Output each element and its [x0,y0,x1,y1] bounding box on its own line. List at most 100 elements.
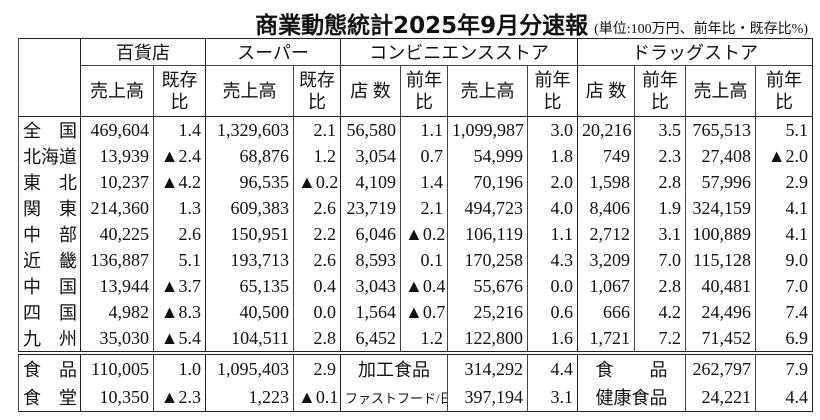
value-cell: 0.6 [527,299,578,325]
value-cell: 0.1 [400,247,448,273]
value-cell: 2.9 [755,169,813,195]
header: 商業動態統計2025年9月分速報 (単位:100万円、前年比・既存比%) [255,6,808,40]
value-cell: 1.2 [400,325,448,353]
category-label: 食 品 [577,351,686,383]
value-cell: 0.4 [292,273,341,299]
value-cell: ▲2.3 [153,383,206,412]
value-cell: ▲0.7 [400,299,448,325]
value-cell: 666 [577,299,635,325]
value-cell: ▲8.3 [153,299,206,325]
value-cell: 40,500 [205,299,294,325]
value-cell: 469,604 [80,116,154,143]
region-label: 中 部 [18,221,81,247]
header-row: 百貨店 スーパー コンビニエンスストア ドラッグストア [18,38,813,117]
value-cell: 1.4 [153,116,206,143]
category-label: 食 品 [18,351,81,383]
data-row: 中 国 13,944 ▲3.7 65,135 0.4 3,043 ▲0.4 55,676 0.0… [18,273,813,299]
column-header: 売上高 [80,65,154,117]
value-cell: 1.1 [400,116,448,143]
value-cell: 1,095,403 [205,351,294,383]
value-cell: 6,046 [340,221,401,247]
value-cell: ▲0.4 [400,273,448,299]
value-cell: 1,099,987 [447,116,528,143]
category-label: 健康食品 [577,383,686,412]
value-cell: 40,225 [80,221,154,247]
value-cell: 214,360 [80,195,154,221]
region-label: 北海道 [18,143,81,169]
column-header: 売上高 [205,65,294,117]
value-cell: 57,996 [685,169,756,195]
value-cell: ▲0.1 [292,383,341,412]
value-cell: 1.0 [153,351,206,383]
column-header: 前年比 [527,65,578,117]
value-cell: 609,383 [205,195,294,221]
value-cell: 96,535 [205,169,294,195]
value-cell: 5.1 [755,116,813,143]
value-cell: 7.4 [755,299,813,325]
value-cell: 2.9 [292,351,341,383]
value-cell: 13,944 [80,273,154,299]
value-cell: 2.8 [634,169,686,195]
value-cell: 4.0 [527,195,578,221]
value-cell: 8,406 [577,195,635,221]
value-cell: 2.1 [400,195,448,221]
column-header: 店 数 [340,65,401,117]
value-cell: 1,721 [577,325,635,353]
value-cell: 3,209 [577,247,635,273]
value-cell: 1,067 [577,273,635,299]
value-cell: 314,292 [447,351,528,383]
title: 商業動態統計2025年9月分速報 [255,13,589,39]
region-label: 九 州 [18,325,81,353]
value-cell: 3.0 [527,116,578,143]
value-cell: 13,939 [80,143,154,169]
value-cell: 68,876 [205,143,294,169]
group-header: コンビニエンスストア [340,38,578,66]
value-cell: 23,719 [340,195,401,221]
value-cell: 136,887 [80,247,154,273]
value-cell: ▲2.0 [755,143,813,169]
column-header: 既存比 [153,65,206,117]
data-row: 全 国 469,604 1.4 1,329,603 2.1 56,580 1.1 1,099,… [18,116,813,143]
value-cell: 27,408 [685,143,756,169]
value-cell: 0.7 [400,143,448,169]
value-cell: 6,452 [340,325,401,353]
value-cell: 1,598 [577,169,635,195]
value-cell: 4.2 [634,299,686,325]
value-cell: ▲5.4 [153,325,206,353]
value-cell: 2.6 [292,195,341,221]
value-cell: 122,800 [447,325,528,353]
value-cell: 35,030 [80,325,154,353]
column-header: 売上高 [447,65,528,117]
unit-note: (単位:100万円、前年比・既存比%) [594,22,808,37]
data-row: 中 部 40,225 2.6 150,951 2.2 6,046 ▲0.2 106,119 1.… [18,221,813,247]
data-row: 近 畿 136,887 5.1 193,713 2.6 8,593 0.1 170,258 4.… [18,247,813,273]
value-cell: ▲0.2 [400,221,448,247]
value-cell: 3,043 [340,273,401,299]
value-cell: 5.1 [153,247,206,273]
value-cell: 1.6 [527,325,578,353]
value-cell: 54,999 [447,143,528,169]
value-cell: 4.1 [755,195,813,221]
column-header: 既存比 [292,65,341,117]
value-cell: 1,329,603 [205,116,294,143]
category-label: 加工食品 [340,351,448,383]
value-cell: 104,511 [205,325,294,353]
value-cell: 1,223 [205,383,294,412]
value-cell: ▲2.4 [153,143,206,169]
value-cell: 4,109 [340,169,401,195]
value-cell: 397,194 [447,383,528,412]
value-cell: 1.1 [527,221,578,247]
value-cell: 56,580 [340,116,401,143]
data-row: 東 北 10,237 ▲4.2 96,535 ▲0.2 4,109 1.4 70,196 2.0… [18,169,813,195]
value-cell: 106,119 [447,221,528,247]
data-row: 北海道 13,939 ▲2.4 68,876 1.2 3,054 0.7 54,999 1.8 7… [18,143,813,169]
value-cell: 4.3 [527,247,578,273]
data-row: 九 州 35,030 ▲5.4 104,511 2.8 6,452 1.2 122,800 1.… [18,325,813,353]
category-label: 食 堂 [18,383,81,412]
value-cell: 20,216 [577,116,635,143]
category-row: 食 堂10,350▲2.31,223▲0.1ファストフード/日配397,1943… [18,383,813,412]
category-row: 食 品 110,005 1.0 1,095,403 2.9 加工食品 314,292 4.4 食… [18,351,813,383]
value-cell: 4.1 [755,221,813,247]
value-cell: 25,216 [447,299,528,325]
